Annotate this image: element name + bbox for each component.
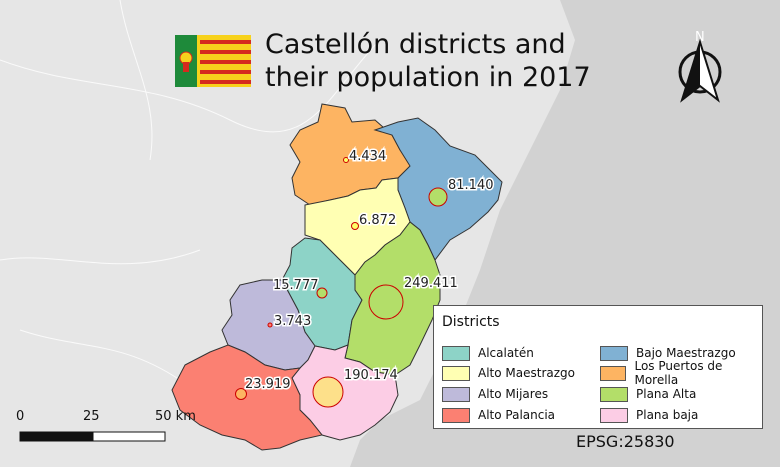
label-los-puertos-de-morella: 4.434 xyxy=(349,149,386,164)
label-plana-alta: 249.411 xyxy=(404,276,458,291)
label-alto-maestrazgo: 6.872 xyxy=(359,213,396,228)
population-text: 4.434 81.140 6.872 15.777 249.411 3.743 … xyxy=(244,148,496,394)
legend-item-alcalaten: Alcalatén xyxy=(442,344,534,362)
marker-alcalaten[interactable] xyxy=(316,287,328,299)
marker-alto-mijares[interactable] xyxy=(267,322,273,328)
legend-item-alto-maestrazgo: Alto Maestrazgo xyxy=(442,364,575,382)
basemap-roads xyxy=(0,0,381,381)
label-alto-mijares: 3.743 xyxy=(274,314,311,329)
population-markers xyxy=(235,157,448,408)
district-alto-palancia[interactable] xyxy=(171,344,323,451)
legend-swatch xyxy=(600,386,628,402)
legend-label: Alto Maestrazgo xyxy=(478,366,575,380)
scale-label-50: 50 km xyxy=(155,409,196,424)
legend-label: Bajo Maestrazgo xyxy=(636,346,736,360)
north-arrow-icon xyxy=(678,38,722,103)
north-label: N xyxy=(695,30,705,45)
legend-label: Alto Mijares xyxy=(478,387,549,401)
scale-bar xyxy=(19,431,166,442)
legend-item-alto-palancia: Alto Palancia xyxy=(442,406,555,424)
legend-label: Los Puertos de Morella xyxy=(634,359,723,387)
legend-item-plana-baja: Plana baja xyxy=(600,406,698,424)
legend-swatch xyxy=(442,386,470,402)
legend-label: Plana baja xyxy=(636,408,699,422)
marker-bajo-maestrazgo[interactable] xyxy=(428,187,448,207)
legend-item-alto-mijares: Alto Mijares xyxy=(442,385,548,403)
marker-alto-maestrazgo[interactable] xyxy=(351,222,359,230)
legend-label: Plana Alta xyxy=(636,387,697,401)
legend-label: Alto Palancia xyxy=(478,408,556,422)
legend-swatch xyxy=(600,407,628,423)
crs-label: EPSG:25830 xyxy=(576,432,675,451)
legend-swatch xyxy=(442,345,470,361)
legend: Districts Alcalatén Alto Maestrazgo Alto… xyxy=(433,305,763,429)
marker-plana-alta[interactable] xyxy=(368,284,404,320)
scale-label-0: 0 xyxy=(16,409,25,424)
label-bajo-maestrazgo: 81.140 xyxy=(448,178,494,193)
label-plana-baja: 190.174 xyxy=(344,368,398,383)
legend-swatch xyxy=(442,365,470,381)
marker-plana-baja[interactable] xyxy=(312,376,344,408)
legend-item-bajo-maestrazgo: Bajo Maestrazgo xyxy=(600,344,736,362)
scale-label-25: 25 xyxy=(83,409,100,424)
label-alcalaten: 15.777 xyxy=(273,278,319,293)
label-alto-palancia: 23.919 xyxy=(245,377,291,392)
legend-swatch xyxy=(600,365,627,381)
legend-item-plana-alta: Plana Alta xyxy=(600,385,696,403)
legend-label: Alcalatén xyxy=(478,346,534,360)
legend-swatch xyxy=(442,407,470,423)
legend-swatch xyxy=(600,345,628,361)
marker-alto-palancia[interactable] xyxy=(235,388,247,400)
map-title: Castellón districts and their population… xyxy=(265,29,591,93)
legend-title: Districts xyxy=(442,314,500,330)
legend-item-los-puertos-de-morella: Los Puertos de Morella xyxy=(600,359,762,387)
districts-layer xyxy=(171,103,503,451)
marker-los-puertos-de-morella[interactable] xyxy=(343,157,349,163)
valencian-flag-icon xyxy=(175,35,251,87)
